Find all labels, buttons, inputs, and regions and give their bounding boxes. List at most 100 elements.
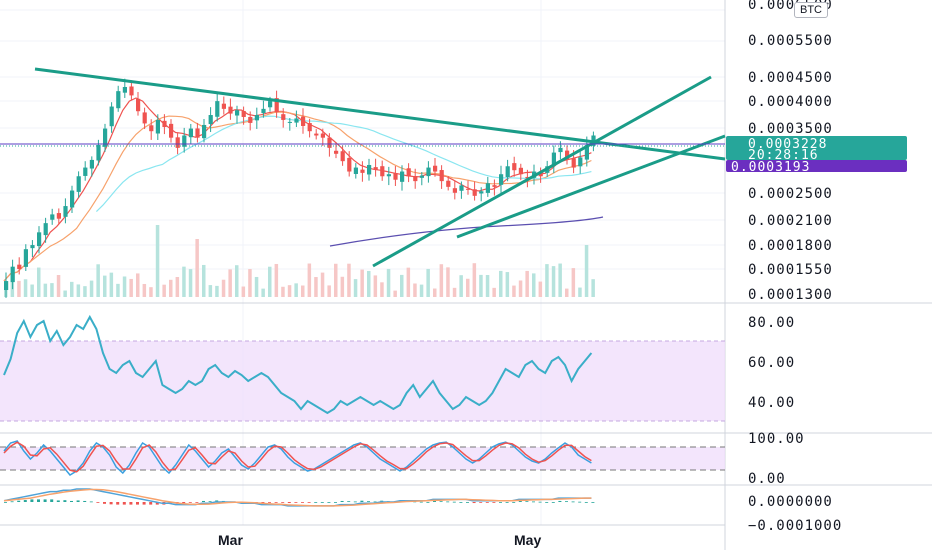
macd-histogram-bar — [571, 501, 575, 503]
candle-body — [294, 118, 299, 123]
volume-bar — [221, 279, 226, 297]
volume-bar — [129, 278, 133, 297]
candle-body — [261, 108, 266, 114]
macd-histogram-bar — [122, 502, 126, 505]
candle-body — [175, 137, 180, 148]
rsi-tick-label: 80.00 — [748, 315, 795, 331]
candle-body — [149, 125, 154, 132]
candle-body — [129, 86, 134, 96]
candle-body — [525, 176, 530, 179]
volume-bar — [538, 281, 543, 297]
volume-bar — [208, 285, 213, 297]
candle-body — [565, 150, 570, 160]
macd-histogram-bar — [446, 501, 450, 503]
time-label-mar: Mar — [218, 532, 243, 548]
candle-body — [142, 112, 147, 124]
macd-histogram-bar — [149, 502, 153, 505]
macd-histogram-bar — [208, 501, 212, 503]
volume-bar — [518, 280, 523, 297]
candle-body — [373, 167, 378, 170]
alert-price-tag: 0.0003193 — [726, 160, 907, 175]
macd-histogram-bar — [109, 502, 113, 505]
volume-bar — [591, 279, 595, 297]
macd-pane — [3, 488, 595, 507]
candle-body — [109, 106, 114, 127]
price-axis[interactable]: 0.0006500 0.0005500 0.0004500 0.0004000 … — [748, 0, 833, 303]
macd-histogram-bar — [169, 502, 172, 504]
macd-histogram-bar — [472, 502, 476, 504]
macd-tick-label: 0.0000000 — [748, 494, 833, 510]
macd-histogram-bar — [459, 502, 463, 503]
macd-histogram-bar — [129, 502, 133, 505]
macd-histogram-bar — [538, 501, 542, 503]
candle-body — [426, 167, 431, 177]
currency-label[interactable]: BTC — [794, 2, 828, 18]
candle-body — [89, 159, 94, 169]
candle-body — [413, 176, 418, 182]
candle-body — [116, 91, 121, 109]
price-tick-label: 0.0001550 — [748, 262, 833, 278]
macd-histogram-bar — [565, 501, 568, 503]
candle-body — [30, 245, 35, 249]
volume-bar — [89, 280, 94, 297]
candle-body — [512, 163, 517, 171]
volume-bar — [287, 285, 292, 297]
volume-bar — [248, 269, 252, 297]
volume-bar — [56, 275, 61, 297]
volume-bar — [162, 284, 166, 297]
macd-histogram-bar — [558, 500, 562, 502]
rsi-axis: 80.00 60.00 40.00 — [748, 315, 795, 411]
macd-histogram-bar — [314, 502, 318, 503]
candle-body — [4, 281, 9, 291]
candle-body — [386, 174, 391, 177]
candle-body — [10, 266, 15, 283]
macd-histogram-bar — [485, 502, 489, 503]
volume-bar — [558, 263, 562, 297]
rising-channel-lower-line[interactable] — [456, 134, 726, 239]
candle-body — [459, 185, 464, 191]
macd-histogram-bar — [56, 500, 60, 502]
macd-histogram-bar — [274, 502, 278, 503]
volume-bar — [327, 285, 331, 297]
volume-bar — [241, 286, 246, 297]
macd-histogram-bar — [10, 501, 14, 503]
macd-histogram-bar — [202, 500, 205, 502]
candlesticks — [4, 78, 596, 298]
alert-price-value: 0.0003193 — [731, 160, 810, 175]
volume-bar — [155, 225, 160, 297]
candle-body — [208, 115, 213, 125]
candle-body — [446, 180, 451, 187]
candle-body — [17, 264, 22, 269]
volume-bar — [254, 276, 259, 297]
candle-body — [254, 115, 259, 121]
volume-bar — [340, 276, 345, 297]
macd-axis: 0.0000000 −0.0001000 — [748, 494, 841, 534]
macd-histogram-bar — [512, 502, 516, 503]
candle-body — [419, 175, 424, 178]
candle-body — [136, 98, 141, 112]
volume-bar — [433, 288, 437, 297]
stochastic-d-line — [3, 441, 592, 473]
volume-bar — [565, 288, 569, 297]
macd-histogram-bar — [327, 502, 331, 503]
candle-body — [558, 147, 563, 153]
volume-bar — [532, 273, 536, 297]
volume-bar — [103, 275, 107, 297]
macd-histogram-bar — [373, 501, 377, 503]
macd-histogram-bar — [492, 502, 496, 503]
volume-bar — [281, 286, 285, 297]
candle-body — [327, 137, 332, 148]
volume-bar — [400, 274, 404, 297]
volume-bar — [235, 265, 239, 297]
candle-body — [499, 174, 504, 185]
candle-body — [50, 214, 55, 220]
rising-channel-upper-line[interactable] — [372, 75, 712, 268]
time-axis[interactable]: Mar May — [218, 532, 541, 548]
volume-bar — [545, 264, 549, 297]
candle-body — [439, 170, 444, 182]
macd-histogram-bar — [261, 502, 265, 504]
volume-bar — [188, 269, 193, 297]
candle-body — [307, 123, 312, 132]
